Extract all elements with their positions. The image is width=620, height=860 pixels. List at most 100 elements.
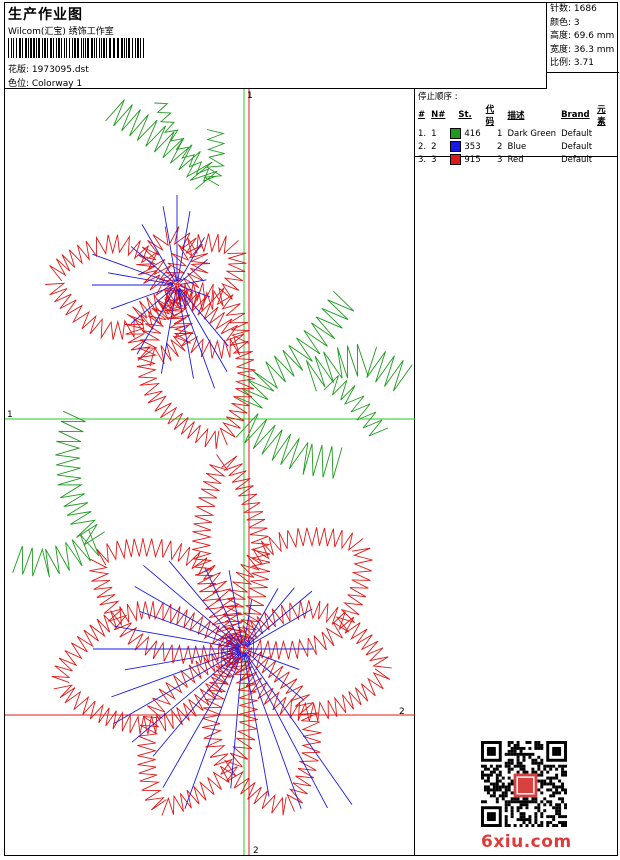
qr-module [504,764,508,768]
qr-module [537,761,541,765]
green-leaf-stitch [323,375,389,437]
qr-module [495,776,499,780]
qr-module [507,803,511,807]
blue-stitch [143,565,241,647]
qr-module [507,749,511,753]
col-n: N# [431,110,446,120]
qr-module [498,785,502,789]
qr-module [537,773,541,777]
blue-stitch [179,258,208,283]
qr-module [561,764,565,768]
qr-module [531,800,535,804]
qr-module [549,767,553,771]
qr-module [528,746,532,750]
row-stitches: 353 [448,140,483,153]
green-leaf-stitch [305,343,413,392]
qr-module [549,776,553,780]
qr-module [481,773,484,777]
qr-module [516,770,520,774]
color-swatch [450,128,462,139]
red-petal-outline [124,291,194,367]
barcode-bar [16,38,17,58]
qr-module [555,773,559,777]
row-stitches: 416 [448,127,483,140]
qr-module [507,767,511,771]
blue-stitch [243,652,270,797]
qr-module [555,803,559,807]
qr-module [516,741,520,744]
qr-module [549,764,553,768]
qr-module [498,773,502,777]
stat-colors: 颜色: 3 [550,17,580,28]
qr-module [552,764,556,768]
blue-stitch [245,587,295,647]
barcode-bar [64,38,65,58]
barcode-bar [103,38,105,58]
qr-module [537,788,541,792]
qr-module [507,785,511,789]
barcode-bar [56,38,57,58]
stop-sequence-label: 停止顺序 : [418,92,458,102]
barcode-bar [96,38,97,58]
blue-stitch [168,560,241,647]
qr-module [534,761,538,765]
qr-module [522,764,526,768]
blue-stitch [244,588,279,646]
qr-module [504,818,508,822]
qr-module [495,779,499,783]
qr-module [504,821,508,825]
qr-module [516,818,520,822]
qr-module [561,770,565,774]
qr-module [540,779,544,783]
qr-module [561,815,565,819]
qr-module [507,776,511,780]
qr-module [564,791,567,795]
qr-module [546,800,550,804]
stat-scale: 比例: 3.71 [550,58,594,68]
qr-module [546,782,550,786]
qr-module [522,803,526,807]
qr-module [498,788,502,792]
col-desc: 描述 [507,111,525,121]
blue-stitch [244,652,353,805]
barcode-bar [53,38,54,58]
qr-module [537,743,541,747]
qr-module [510,741,514,744]
header-block: 生产作业图 Wilcom(汇宝) 绣饰工作室 花版: 1973095.dst 色… [5,3,547,89]
qr-module [495,788,499,792]
qr-module [552,794,556,798]
red-petal-outline [222,527,373,660]
qr-module [481,770,484,774]
qr-module [549,815,553,819]
colorway: 色位: Colorway 1 [8,79,83,89]
qr-module [534,743,538,747]
barcode-bar [50,38,52,58]
qr-module [522,821,526,825]
qr-module [525,800,529,804]
qr-module [519,812,523,816]
qr-module [555,791,559,795]
red-petal-outline [201,644,322,816]
qr-module [507,741,511,744]
barcode-bar [11,38,12,58]
qr-logo-frame [516,776,535,795]
green-leaf-stitch [55,410,105,546]
blue-stitch [114,625,240,649]
blue-stitch [131,651,241,743]
barcode-bar [42,38,43,58]
barcode-bar [47,38,48,58]
row-index: 2. [418,141,427,152]
qr-module [516,755,520,759]
qr-module [534,812,538,816]
col-code: 代码 [485,105,495,127]
qr-module [522,767,526,771]
design-canvas-frame [5,89,415,855]
qr-module [561,767,565,771]
qr-module [495,767,499,771]
qr-module [558,821,562,825]
qr-module [552,806,556,810]
qr-module [564,764,567,768]
qr-module [546,776,550,780]
qr-module [495,764,499,768]
qr-module [537,755,541,759]
